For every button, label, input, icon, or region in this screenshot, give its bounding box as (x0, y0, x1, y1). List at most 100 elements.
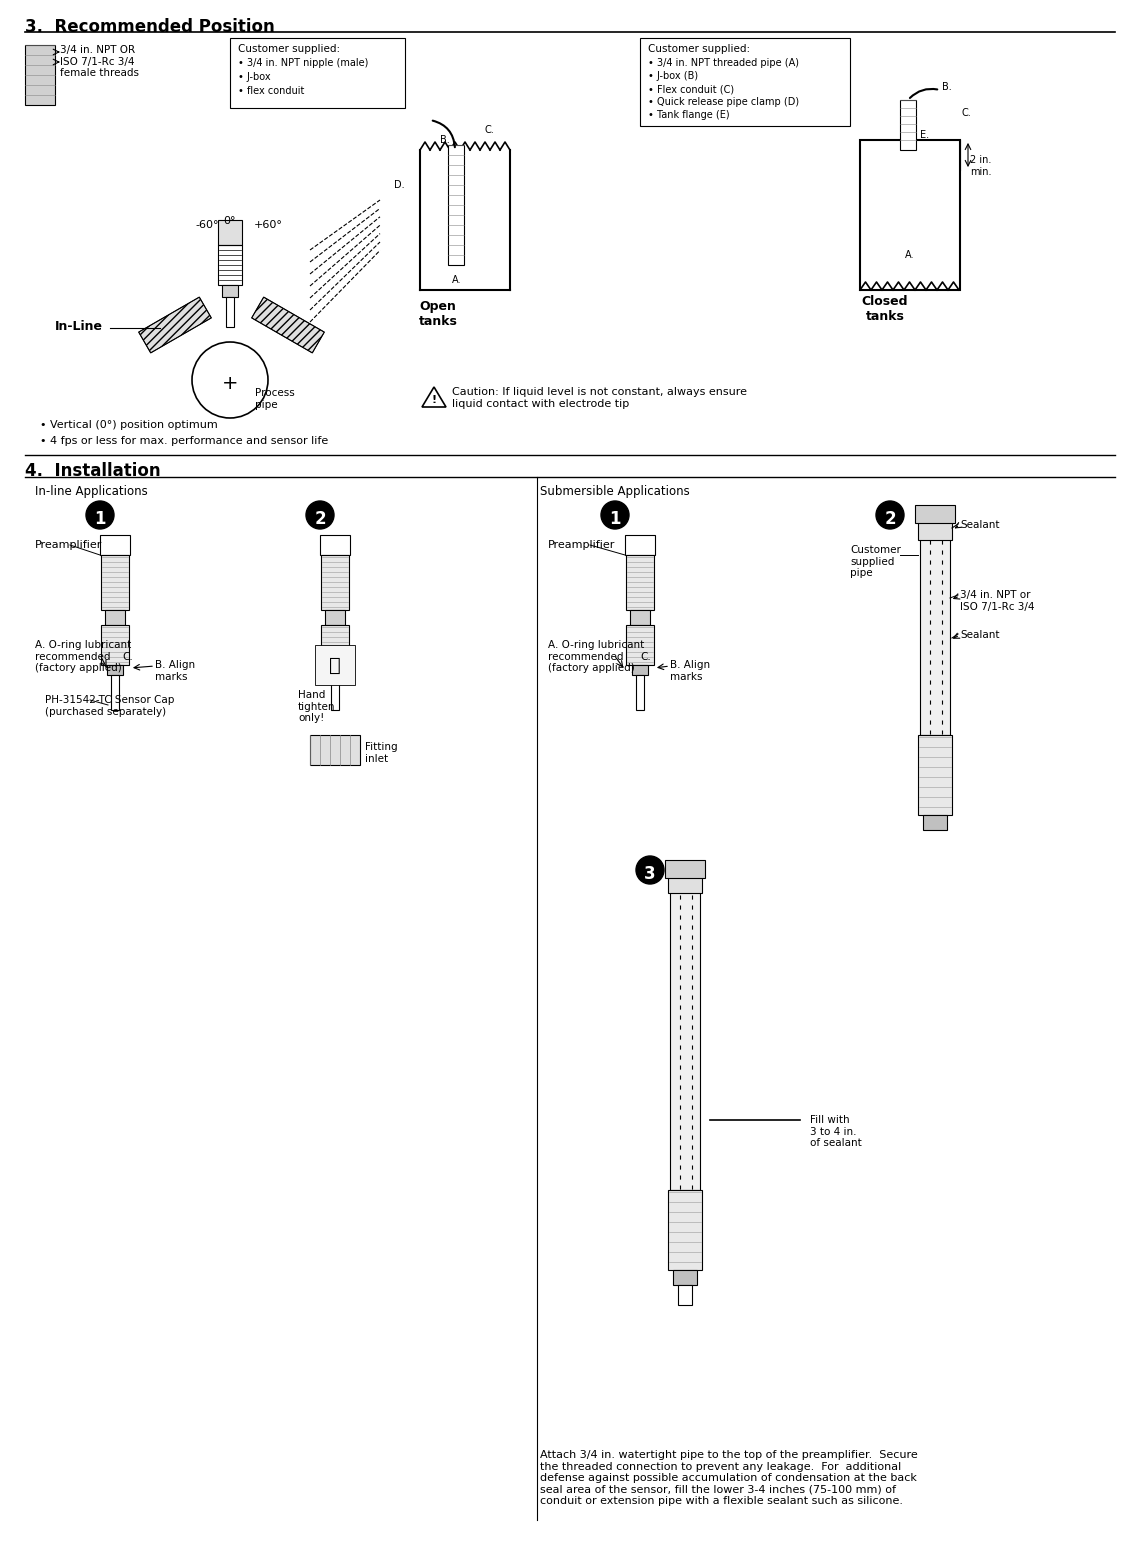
Text: Fill with
3 to 4 in.
of sealant: Fill with 3 to 4 in. of sealant (810, 1115, 862, 1149)
Bar (110, 676, 118, 710)
Text: 1: 1 (609, 510, 621, 529)
Bar (632, 665, 648, 676)
Bar (325, 611, 345, 625)
Text: 3/4 in. NPT OR
ISO 7/1-Rc 3/4
female threads: 3/4 in. NPT OR ISO 7/1-Rc 3/4 female thr… (60, 45, 139, 79)
Text: A. O-ring lubricant
recommended
(factory applied): A. O-ring lubricant recommended (factory… (35, 640, 131, 673)
Text: 3: 3 (645, 866, 656, 883)
Text: In-Line: In-Line (55, 320, 103, 332)
Bar (678, 1285, 693, 1305)
Text: • 3/4 in. NPT threaded pipe (A): • 3/4 in. NPT threaded pipe (A) (648, 59, 798, 68)
Text: • flex conduit: • flex conduit (238, 87, 304, 96)
Text: ✋: ✋ (329, 656, 341, 674)
Text: Sealant: Sealant (960, 519, 1000, 530)
Text: +60°: +60° (254, 220, 282, 230)
Bar (900, 100, 916, 150)
Text: 4.  Installation: 4. Installation (25, 462, 161, 479)
Text: Customer supplied:: Customer supplied: (238, 43, 341, 54)
Bar (918, 734, 952, 815)
Text: 3/4 in. NPT or
ISO 7/1-Rc 3/4: 3/4 in. NPT or ISO 7/1-Rc 3/4 (960, 591, 1034, 612)
Bar (218, 244, 241, 284)
Text: 0°: 0° (223, 216, 236, 226)
Bar (218, 220, 241, 244)
Bar (920, 535, 950, 734)
Text: Caution: If liquid level is not constant, always ensure
liquid contact with elec: Caution: If liquid level is not constant… (452, 386, 747, 408)
Text: A.: A. (906, 250, 915, 260)
Text: • 3/4 in. NPT nipple (male): • 3/4 in. NPT nipple (male) (238, 59, 368, 68)
Bar (923, 815, 947, 830)
Bar (327, 665, 343, 676)
Circle shape (636, 856, 664, 884)
Text: 1: 1 (95, 510, 106, 529)
Text: B.: B. (942, 82, 952, 93)
Bar (252, 297, 325, 352)
Text: !: ! (432, 394, 436, 405)
Bar (665, 860, 705, 878)
Bar (626, 555, 654, 611)
Bar (100, 535, 130, 555)
Bar (626, 625, 654, 665)
Circle shape (306, 501, 334, 529)
Text: 2: 2 (884, 510, 895, 529)
Bar (630, 611, 650, 625)
Circle shape (192, 342, 268, 417)
Bar (448, 145, 464, 264)
Bar (670, 890, 700, 1190)
Text: PH-31542-TC Sensor Cap
(purchased separately): PH-31542-TC Sensor Cap (purchased separa… (46, 696, 174, 717)
Text: A. O-ring lubricant
recommended
(factory applied): A. O-ring lubricant recommended (factory… (548, 640, 645, 673)
Text: • Quick release pipe clamp (D): • Quick release pipe clamp (D) (648, 97, 800, 107)
Bar (331, 676, 339, 710)
Text: Fitting
inlet: Fitting inlet (364, 742, 398, 764)
Text: 3.  Recommended Position: 3. Recommended Position (25, 19, 274, 36)
Text: In-line Applications: In-line Applications (35, 485, 148, 498)
Text: E.: E. (920, 130, 929, 141)
Bar (25, 45, 55, 105)
Bar (101, 555, 129, 611)
Text: Open
tanks: Open tanks (418, 300, 458, 328)
Text: Hand
tighten
only!: Hand tighten only! (298, 690, 336, 724)
Bar (860, 141, 960, 291)
Text: Preamplifier: Preamplifier (35, 540, 103, 550)
Text: Closed
tanks: Closed tanks (862, 295, 908, 323)
Text: • J-box (B): • J-box (B) (648, 71, 698, 80)
Text: B. Align
marks: B. Align marks (670, 660, 710, 682)
Bar (230, 39, 405, 108)
Bar (321, 555, 349, 611)
Circle shape (87, 501, 114, 529)
Bar (222, 284, 238, 297)
Bar (915, 506, 954, 523)
Text: B.: B. (440, 135, 450, 145)
Bar (321, 625, 349, 665)
Bar (320, 535, 350, 555)
Text: C.: C. (962, 108, 972, 117)
Bar (101, 625, 129, 665)
Bar (105, 611, 125, 625)
Text: C.: C. (485, 125, 494, 135)
Circle shape (601, 501, 629, 529)
Polygon shape (423, 386, 446, 407)
Text: C.: C. (122, 652, 133, 662)
Bar (640, 39, 850, 127)
Text: +: + (222, 374, 238, 393)
Text: • Vertical (0°) position optimum: • Vertical (0°) position optimum (40, 421, 218, 430)
Circle shape (876, 501, 904, 529)
Bar (918, 519, 952, 540)
Bar (139, 297, 212, 352)
Bar (673, 1269, 697, 1285)
Text: Process
pipe: Process pipe (255, 388, 295, 410)
Bar (252, 297, 325, 352)
Bar (636, 676, 644, 710)
Bar (667, 875, 702, 894)
Bar (226, 297, 233, 328)
Bar (625, 535, 655, 555)
Text: A.: A. (452, 275, 461, 284)
Bar (667, 1190, 702, 1269)
Text: Sealant: Sealant (960, 631, 1000, 640)
Text: Customer supplied:: Customer supplied: (648, 43, 751, 54)
Text: B. Align
marks: B. Align marks (155, 660, 195, 682)
Text: Customer
supplied
pipe: Customer supplied pipe (850, 546, 901, 578)
Text: 2 in.
min.: 2 in. min. (970, 155, 992, 176)
Text: • Tank flange (E): • Tank flange (E) (648, 110, 730, 121)
Text: -60°: -60° (195, 220, 219, 230)
Bar (139, 297, 212, 352)
Text: Attach 3/4 in. watertight pipe to the top of the preamplifier.  Secure
the threa: Attach 3/4 in. watertight pipe to the to… (540, 1450, 918, 1506)
